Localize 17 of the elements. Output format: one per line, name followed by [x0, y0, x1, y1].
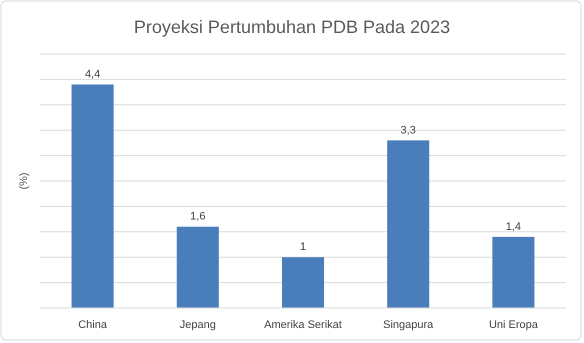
- bar: [282, 257, 324, 308]
- chart-title: Proyeksi Pertumbuhan PDB Pada 2023: [134, 17, 450, 37]
- data-label: 4,4: [84, 68, 100, 80]
- bar: [492, 236, 534, 308]
- x-tick-label: Amerika Serikat: [264, 319, 342, 331]
- x-tick-label: Singapura: [383, 319, 434, 331]
- data-label: 3,3: [400, 124, 416, 136]
- x-tick-label: China: [78, 319, 108, 331]
- bar: [72, 84, 114, 308]
- data-label: 1: [300, 241, 306, 254]
- data-label: 1,6: [190, 210, 206, 223]
- x-tick-label: Uni Eropa: [488, 319, 539, 331]
- bar: [176, 226, 219, 308]
- x-tick-label: Jepang: [180, 319, 216, 331]
- y-axis-title: (%): [18, 172, 30, 190]
- data-label: 1,4: [506, 220, 522, 233]
- bar: [387, 140, 430, 308]
